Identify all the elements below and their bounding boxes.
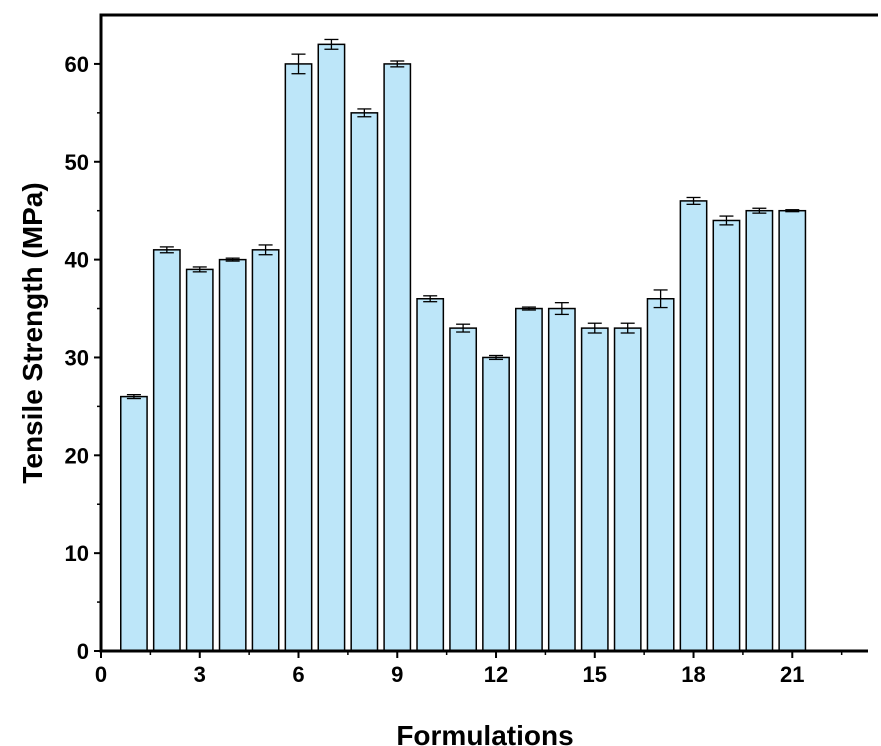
bar-11 bbox=[449, 327, 478, 652]
error-bar-7 bbox=[324, 38, 339, 50]
bar-1 bbox=[120, 395, 148, 652]
error-bar-14 bbox=[554, 302, 569, 316]
error-bar-8 bbox=[357, 108, 372, 118]
bar-5 bbox=[251, 249, 280, 652]
bar-17 bbox=[646, 298, 675, 652]
y-axis-title: Tensile Strength (MPa) bbox=[17, 182, 48, 483]
x-tick-label: 0 bbox=[95, 662, 107, 687]
error-bar-10 bbox=[423, 295, 438, 303]
error-bar-2 bbox=[159, 246, 174, 254]
error-bar-20 bbox=[752, 207, 767, 214]
bar-19 bbox=[712, 219, 741, 652]
error-bar-11 bbox=[456, 323, 471, 333]
bar-13 bbox=[515, 307, 543, 652]
x-tick-label: 9 bbox=[391, 662, 403, 687]
bar-4 bbox=[218, 258, 247, 652]
bar-10 bbox=[416, 298, 445, 652]
x-axis-title: Formulations bbox=[396, 720, 573, 746]
y-tick-label: 10 bbox=[65, 541, 89, 566]
error-bar-21 bbox=[785, 209, 800, 213]
y-tick-label: 50 bbox=[65, 150, 89, 175]
bar-14 bbox=[547, 307, 576, 652]
y-tick-label: 20 bbox=[65, 443, 89, 468]
y-tick-label: 0 bbox=[77, 639, 89, 664]
error-bar-15 bbox=[587, 322, 602, 334]
x-tick-label: 12 bbox=[484, 662, 508, 687]
y-tick-label: 30 bbox=[65, 345, 89, 370]
bars-group bbox=[120, 43, 807, 652]
error-bar-3 bbox=[192, 266, 207, 273]
bar-16 bbox=[613, 327, 642, 652]
error-bar-9 bbox=[390, 60, 405, 68]
y-tick-label: 60 bbox=[65, 52, 89, 77]
bar-3 bbox=[185, 268, 214, 652]
error-bar-16 bbox=[620, 322, 635, 334]
x-tick-label: 15 bbox=[583, 662, 607, 687]
x-tick-label: 21 bbox=[780, 662, 804, 687]
error-bar-5 bbox=[258, 244, 273, 256]
bar-2 bbox=[152, 249, 181, 652]
error-bar-12 bbox=[489, 354, 504, 361]
x-tick-label: 6 bbox=[292, 662, 304, 687]
error-bar-4 bbox=[225, 257, 240, 262]
axes-group: 0 10 20 30 40 50 60 0 3 6 9 12 15 18 21 bbox=[65, 13, 878, 687]
bar-7 bbox=[317, 43, 346, 652]
bar-8 bbox=[350, 112, 379, 652]
x-tick-label: 18 bbox=[681, 662, 705, 687]
bar-12 bbox=[482, 356, 510, 652]
error-bars-group bbox=[126, 38, 800, 400]
bar-21 bbox=[778, 209, 807, 652]
bar-6 bbox=[284, 63, 313, 652]
bar-15 bbox=[580, 327, 609, 652]
error-bar-18 bbox=[686, 196, 701, 205]
error-bar-6 bbox=[291, 53, 306, 75]
bar-9 bbox=[383, 63, 412, 652]
error-bar-1 bbox=[126, 393, 141, 400]
error-bar-17 bbox=[653, 289, 668, 309]
error-bar-13 bbox=[521, 306, 536, 311]
bar-18 bbox=[679, 200, 708, 652]
y-tick-label: 40 bbox=[65, 248, 89, 273]
x-tick-label: 3 bbox=[194, 662, 206, 687]
bar-20 bbox=[745, 209, 774, 652]
error-bar-19 bbox=[719, 215, 734, 226]
